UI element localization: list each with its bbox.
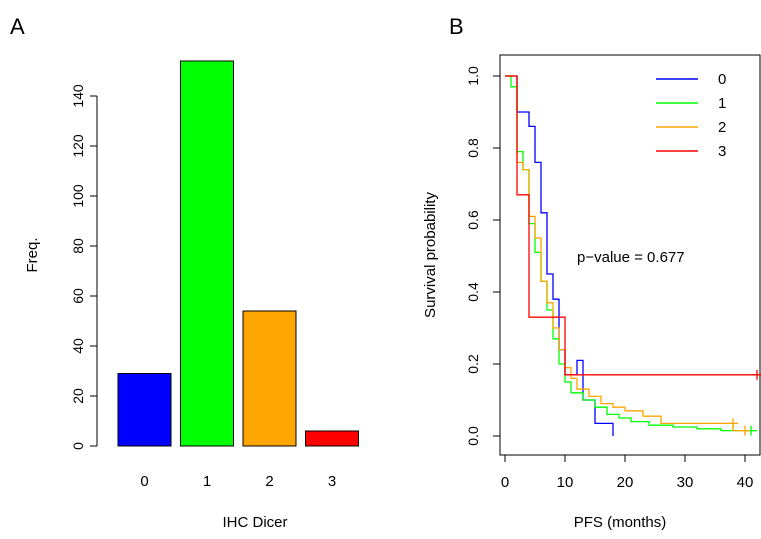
- survival-chart: 0.0 0.2 0.4 0.6 0.8 1.0 0 10 20 30 40 0 1 2 3 p−valu…: [422, 54, 761, 531]
- x-axis-label: IHC Dicer: [222, 514, 287, 531]
- y-tick-label: 20: [70, 388, 86, 404]
- y-axis-label: Survival probability: [422, 192, 439, 318]
- y-axis-label: Freq.: [24, 237, 41, 272]
- p-value-annotation: p−value = 0.677: [577, 249, 685, 266]
- y-tick-label: 0: [70, 442, 86, 450]
- x-tick-labels: 0 1 2 3: [140, 473, 336, 490]
- y-tick-label: 0.8: [465, 138, 481, 158]
- x-tick-label: 30: [677, 474, 694, 491]
- y-tick-label: 40: [70, 338, 86, 354]
- y-tick-label: 0.2: [465, 354, 481, 374]
- panel-label-a: A: [10, 14, 25, 39]
- x-tick-label: 3: [328, 473, 336, 490]
- survival-curve-3: [505, 75, 761, 376]
- x-tick-label: 1: [203, 473, 211, 490]
- x-tick-label: 0: [501, 474, 509, 491]
- y-tick-label: 120: [70, 134, 86, 158]
- survival-curves: [505, 75, 761, 436]
- x-ticks: 0 10 20 30 40: [501, 455, 754, 491]
- censor-mark-2: [740, 425, 750, 436]
- legend-label-1: 1: [718, 95, 726, 112]
- bar-chart: 0 20 40 60 80 100 120 140 0 1 2 3 IHC Dicer Freq.: [24, 60, 359, 531]
- x-tick-label: 10: [557, 474, 574, 491]
- x-tick-label: 2: [265, 473, 273, 490]
- x-tick-label: 0: [140, 473, 148, 490]
- bar-3: [305, 430, 359, 447]
- y-tick-label: 0.6: [465, 210, 481, 230]
- legend-label-0: 0: [718, 71, 726, 88]
- y-tick-label: 140: [70, 84, 86, 108]
- y-ticks: 0.0 0.2 0.4 0.6 0.8 1.0: [465, 66, 500, 446]
- censor-mark-3: [752, 369, 761, 380]
- censor-mark-2: [728, 418, 738, 429]
- bar-series: [117, 60, 359, 447]
- survival-curve-2: [505, 75, 745, 432]
- y-tick-label: 1.0: [465, 66, 481, 86]
- y-ticks: 0 20 40 60 80 100 120 140: [70, 84, 97, 450]
- plot-frame: [499, 54, 761, 456]
- y-tick-label: 80: [70, 238, 86, 254]
- y-tick-label: 100: [70, 184, 86, 208]
- x-tick-label: 40: [737, 474, 754, 491]
- x-axis-label: PFS (months): [574, 514, 667, 531]
- bar-0: [117, 373, 172, 447]
- y-tick-label: 60: [70, 288, 86, 304]
- bar-2: [242, 310, 297, 447]
- legend-label-2: 2: [718, 119, 726, 136]
- bar-1: [180, 60, 234, 447]
- y-tick-label: 0.4: [465, 282, 481, 302]
- x-tick-label: 20: [617, 474, 634, 491]
- y-tick-label: 0.0: [465, 426, 481, 446]
- panel-label-b: B: [449, 14, 464, 39]
- legend-label-3: 3: [718, 143, 726, 160]
- legend: 0 1 2 3: [656, 71, 726, 160]
